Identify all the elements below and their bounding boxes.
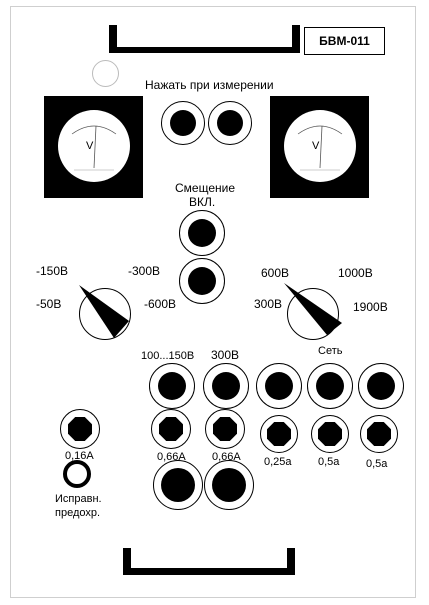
meter-unit-right: V: [312, 140, 320, 152]
range-label-300: 300В: [254, 297, 283, 311]
fuse-ok-label-line2: предохр.: [55, 507, 101, 519]
jack-300v[interactable]: [203, 363, 249, 409]
range-label-600: 600В: [261, 266, 290, 280]
socket-lower-1[interactable]: [153, 460, 203, 510]
fuse-holder-r3[interactable]: [360, 415, 398, 453]
jack-mains-3[interactable]: [358, 363, 404, 409]
range-label-1900: 1900В: [353, 300, 388, 314]
bias-button[interactable]: [179, 210, 225, 256]
fuse-label-r3: 0,5а: [366, 458, 388, 470]
fuse-label-r2: 0,5а: [318, 456, 340, 468]
fuse-ok-label-line1: Исправн.: [55, 493, 102, 505]
fuse-ok-indicator: [63, 460, 91, 488]
switch-pointer-right: [284, 283, 342, 335]
fuse-holder-r2[interactable]: [311, 415, 349, 453]
fuse-label-r1: 0,25а: [264, 456, 292, 468]
voltmeter-left: V: [44, 96, 143, 198]
jack-range[interactable]: [149, 363, 195, 409]
press-button-right[interactable]: [208, 101, 252, 145]
indicator-lamp: [92, 60, 119, 87]
range-label-neg300: -300В: [128, 264, 161, 278]
jack-mains-1[interactable]: [256, 363, 302, 409]
range-label-1000: 1000В: [338, 266, 373, 280]
fuse-holder-r1[interactable]: [260, 415, 298, 453]
jack-label-300: 300В: [211, 348, 240, 362]
socket-lower-2[interactable]: [204, 460, 254, 510]
range-label-neg600: -600В: [144, 297, 177, 311]
meter-scale-left: [71, 125, 117, 171]
voltmeter-right: V: [270, 96, 369, 198]
range-label-neg150: -150В: [36, 264, 69, 278]
press-button-left[interactable]: [161, 101, 205, 145]
model-label: БВМ-011: [304, 27, 385, 55]
fuse-holder-left[interactable]: [60, 409, 100, 449]
bias-label-line2: ВКЛ.: [189, 195, 216, 209]
bias-socket[interactable]: [179, 258, 225, 304]
bias-label-line1: Смещение: [175, 181, 236, 195]
fuse-holder-mid2[interactable]: [205, 409, 245, 449]
network-caption: Сеть: [318, 345, 343, 357]
jack-mains-2[interactable]: [307, 363, 353, 409]
model-text: БВМ-011: [319, 34, 370, 48]
range-label-neg50: -50В: [36, 297, 62, 311]
switch-pointer-left: [79, 285, 129, 338]
range-switch-left[interactable]: [74, 283, 136, 345]
meter-unit-left: V: [86, 140, 94, 152]
jack-label-range: 100...150В: [141, 350, 195, 362]
range-switch-right[interactable]: [282, 283, 344, 345]
top-handle: [109, 25, 300, 53]
bottom-handle: [123, 548, 295, 575]
fuse-holder-mid1[interactable]: [151, 409, 191, 449]
fuse-label-left: 0,16А: [65, 450, 94, 462]
meter-scale-right: [297, 125, 343, 171]
press-label: Нажать при измерении: [145, 78, 274, 92]
